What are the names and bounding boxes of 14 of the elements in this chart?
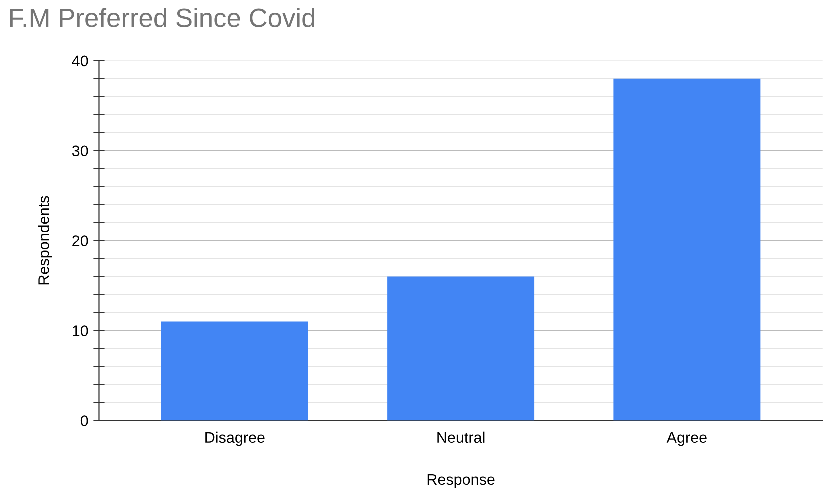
- y-tick-label: 10: [72, 326, 88, 336]
- y-tick-label: 0: [80, 416, 88, 426]
- y-tick-label: 40: [72, 56, 88, 67]
- bar: [388, 276, 535, 421]
- y-axis-title: Respondents: [38, 196, 52, 285]
- x-axis-title: Response: [428, 474, 495, 488]
- x-tick-label: Disagree: [206, 432, 265, 446]
- x-tick-label: Agree: [666, 432, 707, 446]
- bar: [161, 322, 308, 421]
- bar: [614, 78, 761, 421]
- chart-title: F.M Preferred Since Covid: [10, 8, 315, 28]
- x-tick-label: Neutral: [438, 432, 485, 444]
- y-tick-label: 30: [72, 146, 88, 157]
- y-tick-label: 20: [72, 236, 88, 247]
